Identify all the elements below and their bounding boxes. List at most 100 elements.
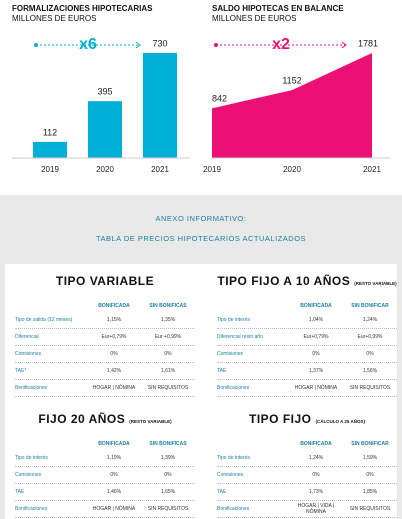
row-label: Diferencial resto año (217, 334, 263, 340)
cell: 1,35% (160, 317, 176, 323)
row-label: Bonificaciones (15, 385, 48, 391)
chart-subtitle: MILLONES DE EUROS (12, 14, 96, 23)
row-label: Tipo de interés (217, 317, 250, 323)
cell: SIN REQUISITOS (349, 506, 391, 512)
column-header: SIN BONIFICAS (149, 441, 187, 447)
column-header: SIN BONIFICAR (351, 441, 389, 447)
table-row: Tipo de salida (12 meses) 1,15% 1,35% (15, 312, 195, 329)
row-label: Bonificaciones (217, 385, 250, 391)
table-row: Diferencial Eur+0,79% Eur +0,99% (15, 329, 195, 346)
cell: 1,39% (160, 455, 176, 461)
row-label: Comisiones (15, 472, 42, 478)
chart-title: FORMALIZACIONES HIPOTECARIAS (12, 4, 153, 13)
row-label: TAE (217, 489, 227, 495)
chart-subtitle: MILLONES DE EUROS (212, 14, 296, 23)
cell: HOGAR | NÓMINA (92, 506, 136, 512)
column-header: BONIFICADA (98, 441, 130, 447)
table-row: TAE* 1,42% 1,61% (15, 363, 195, 380)
cell: 1,46% (106, 489, 122, 495)
price-table: FIJO 20 AÑOS (RESTO VARIABLE) BONIFICADA SI… (15, 412, 195, 518)
value-label: 1781 (358, 38, 378, 48)
cell: SIN REQUISITOS (147, 385, 189, 391)
cell: 1,42% (106, 368, 122, 374)
row-label: Tipo de salida (12 meses) (15, 317, 73, 323)
column-header: BONIFICADA (300, 441, 332, 447)
annex-subtitle: TABLA DE PRECIOS HIPOTECARIOS ACTUALIZAD… (95, 234, 307, 243)
cell: 1,59% (362, 455, 378, 461)
value-label: 395 (97, 87, 112, 97)
value-label: 730 (152, 38, 167, 48)
cell: 0% (312, 472, 320, 478)
table-row: TAE 1,46% 1,65% (15, 484, 195, 501)
table-note: (RESTO VARIABLE) (354, 281, 397, 286)
cell: 0% (164, 351, 172, 357)
cell: 1,24% (308, 455, 324, 461)
table-header: BONIFICADA SIN BONIFICAR (217, 300, 397, 312)
x-tick-label: 2019 (41, 165, 59, 174)
table-row: Comisiones 0% 0% (217, 467, 397, 484)
cell: HOGAR | VIDA | NÓMINA (297, 503, 335, 515)
table-row: Diferencial resto año Eur+0,79% Eur+0,99% (217, 329, 397, 346)
table-row: Tipo de interés 1,24% 1,59% (217, 450, 397, 467)
cell: HOGAR | NÓMINA (294, 385, 338, 391)
x-tick-label: 2021 (151, 165, 169, 174)
table-title-text: TIPO FIJO A 10 AÑOS (217, 274, 351, 288)
table-header: BONIFICADA SIN BONIFICAS (15, 438, 195, 450)
row-label: Tipo de interés (15, 455, 48, 461)
table-title-text: FIJO 20 AÑOS (38, 412, 126, 426)
cell: 1,73% (308, 489, 324, 495)
cell: 0% (366, 351, 374, 357)
multiplier: x2 (272, 36, 290, 53)
value-label: 112 (43, 127, 57, 137)
cell: 1,65% (160, 489, 176, 495)
table-row: Tipo de interés 1,19% 1,39% (15, 450, 195, 467)
table-row: Tipo de interés 1,04% 1,24% (217, 312, 397, 329)
cell: 0% (110, 351, 118, 357)
table-title: TIPO FIJO A 10 AÑOS (RESTO VARIABLE) (217, 274, 397, 288)
arrow-dot (214, 43, 218, 47)
column-header: SIN BONIFICAS (149, 303, 187, 309)
table-row: Comisiones 0% 0% (15, 346, 195, 363)
row-label: Tipo de interés (217, 455, 250, 461)
area (212, 53, 372, 158)
row-label: Comisiones (217, 472, 244, 478)
cell: 0% (164, 472, 172, 478)
cell: Eur+0,79% (303, 334, 329, 340)
cell: 0% (312, 351, 320, 357)
row-label: Bonificaciones (217, 506, 250, 512)
x-tick-label: 2020 (283, 165, 301, 174)
table-row: Bonificaciones HOGAR | NÓMINA SIN REQUISIT… (15, 380, 195, 397)
arrow-head (135, 41, 141, 49)
row-label: Bonificaciones (15, 506, 48, 512)
price-table: TIPO FIJO A 10 AÑOS (RESTO VARIABLE) BONIF… (217, 274, 397, 397)
cell: 1,56% (362, 368, 378, 374)
value-label: 1152 (282, 75, 301, 85)
cell: 1,85% (362, 489, 378, 495)
table-header: BONIFICADA SIN BONIFICAS (15, 300, 195, 312)
table-title: TIPO FIJO (CÁLCULO A 25 AÑOS) (217, 412, 397, 426)
cell: 1,19% (106, 455, 122, 461)
cell: 1,37% (308, 368, 324, 374)
bar (88, 101, 122, 158)
cell: 1,04% (308, 317, 324, 323)
cell: Eur+0,99% (357, 334, 383, 340)
row-label: Comisiones (217, 351, 244, 357)
table-row: TAE 1,37% 1,56% (217, 363, 397, 380)
cell: Eur+0,79% (101, 334, 127, 340)
table-title: TIPO VARIABLE (15, 274, 195, 288)
table-title-text: TIPO VARIABLE (55, 274, 155, 288)
arrow-head (341, 41, 347, 49)
table-note: (RESTO VARIABLE) (129, 419, 172, 424)
x-tick-label: 2021 (363, 165, 381, 174)
arrow-dot (34, 43, 38, 47)
x-tick-label: 2019 (203, 165, 221, 174)
value-label: 842 (212, 94, 227, 104)
table-row: Comisiones 0% 0% (217, 346, 397, 363)
table-note: (CÁLCULO A 25 AÑOS) (315, 419, 366, 424)
x-tick-label: 2020 (96, 165, 114, 174)
bar (33, 141, 67, 158)
table-title-text: TIPO FIJO (248, 412, 312, 426)
cell: 1,24% (362, 317, 378, 323)
